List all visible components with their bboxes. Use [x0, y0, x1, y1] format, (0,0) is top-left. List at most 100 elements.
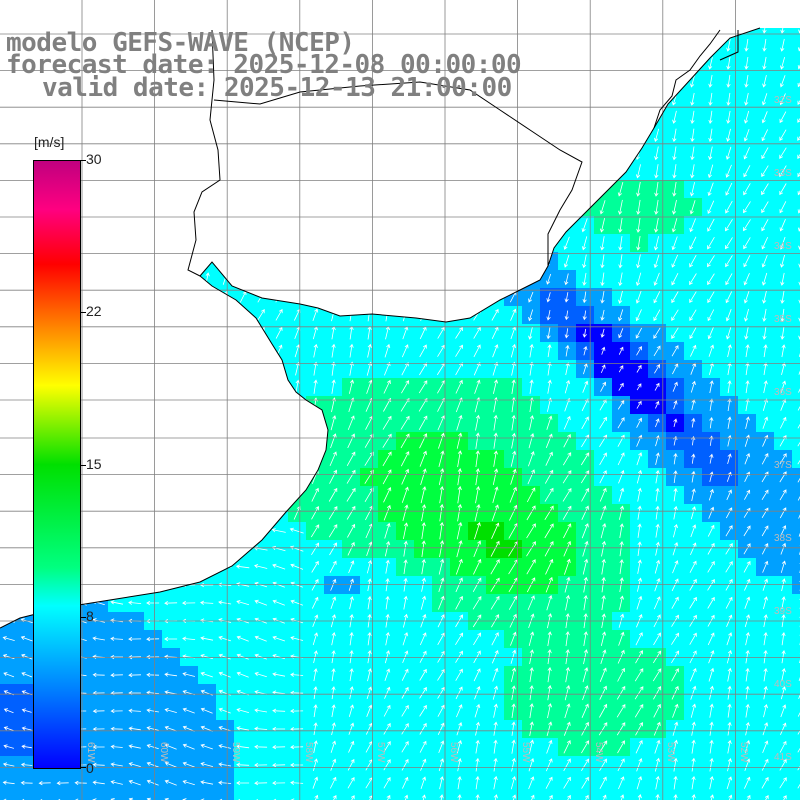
wind-arrow: [401, 362, 409, 376]
wind-arrow: [330, 596, 337, 610]
wind-arrow: [457, 485, 462, 504]
wind-arrow: [367, 631, 372, 646]
wind-arrow: [618, 382, 624, 391]
wind-arrow: [367, 668, 372, 682]
wind-arrow: [366, 541, 373, 557]
wind-arrow: [349, 379, 355, 394]
wind-arrow: [510, 308, 517, 321]
wind-arrow: [725, 182, 733, 196]
wind-arrow: [618, 290, 623, 304]
wind-arrow: [385, 578, 390, 592]
wind-arrow: [707, 327, 714, 340]
wind-arrow: [529, 703, 534, 719]
wind-speed-cell: [288, 792, 306, 800]
wind-arrow: [492, 361, 499, 376]
wind-arrow: [331, 632, 336, 646]
wind-arrow: [383, 504, 391, 521]
colorbar-tick-label: 8: [86, 608, 94, 624]
wind-arrow: [745, 362, 750, 376]
wind-arrow: [689, 578, 697, 591]
wind-arrow: [564, 703, 571, 719]
wind-arrow: [383, 704, 391, 717]
wind-speed-cell: [792, 324, 800, 342]
wind-arrow: [727, 721, 732, 736]
wind-arrow: [564, 310, 569, 321]
wind-arrow: [3, 672, 15, 678]
wind-arrow: [329, 451, 337, 467]
lat-label: 39S: [774, 606, 792, 617]
wind-arrow: [709, 757, 714, 772]
wind-arrow: [689, 309, 697, 321]
wind-arrow: [328, 506, 338, 520]
wind-arrow: [383, 794, 391, 800]
wind-speed-cell: [360, 792, 378, 800]
wind-arrow: [421, 522, 426, 540]
wind-arrow: [689, 596, 697, 609]
wind-arrow: [762, 308, 767, 322]
wind-arrow: [580, 470, 590, 484]
wind-arrow: [673, 452, 678, 465]
wind-arrow: [313, 379, 318, 394]
wind-arrow: [672, 181, 677, 197]
wind-arrow: [182, 743, 195, 750]
wind-arrow: [797, 741, 800, 753]
wind-arrow: [672, 199, 677, 215]
colorbar-tick-label: 22: [86, 303, 102, 319]
wind-arrow: [618, 794, 625, 800]
wind-arrow: [689, 273, 697, 286]
wind-arrow: [654, 757, 661, 772]
wind-arrow: [382, 451, 392, 467]
wind-arrow: [455, 595, 463, 610]
wind-arrow: [617, 758, 625, 772]
wind-arrow: [456, 432, 463, 449]
wind-arrow: [437, 415, 445, 431]
wind-arrow: [564, 379, 571, 394]
wind-arrow: [763, 344, 768, 358]
wind-arrow: [763, 667, 768, 682]
wind-arrow: [779, 507, 787, 519]
wind-arrow: [401, 668, 409, 681]
wind-arrow: [473, 326, 481, 339]
wind-arrow: [346, 487, 356, 502]
wind-arrow: [563, 540, 572, 557]
wind-arrow: [2, 636, 15, 641]
wind-arrow: [313, 740, 318, 754]
wind-arrow: [420, 595, 427, 610]
wind-arrow: [529, 379, 534, 394]
wind-arrow: [654, 146, 659, 161]
wind-arrow: [347, 523, 356, 538]
model-title: modelo GEFS-WAVE (NCEP): [6, 28, 355, 58]
wind-arrow: [599, 416, 607, 429]
wind-arrow: [419, 704, 427, 717]
wind-arrow: [365, 722, 373, 735]
wind-speed-cell: [774, 792, 792, 800]
wind-arrow: [290, 798, 304, 800]
wind-arrow: [366, 559, 373, 574]
wind-arrow: [526, 505, 536, 521]
wind-arrow: [493, 739, 498, 754]
lon-label: 52W: [738, 742, 749, 763]
wind-arrow: [328, 487, 338, 502]
wind-arrow: [313, 361, 318, 376]
wind-arrow: [618, 469, 625, 484]
wind-arrow: [418, 415, 428, 430]
wind-arrow: [421, 504, 427, 522]
wind-arrow: [419, 632, 427, 646]
wind-arrow: [218, 780, 232, 785]
wind-arrow: [146, 761, 159, 768]
wind-arrow: [600, 272, 605, 287]
lagoa-mirim-border: [653, 29, 739, 129]
wind-arrow: [529, 361, 534, 376]
wind-speed-cell: [558, 792, 576, 800]
lat-label: 41S: [774, 752, 792, 763]
wind-arrow: [547, 703, 553, 719]
wind-arrow: [725, 146, 732, 160]
wind-arrow: [690, 524, 697, 538]
wind-arrow: [349, 361, 354, 376]
wind-arrow: [492, 468, 499, 485]
wind-arrow: [563, 758, 571, 772]
wind-arrow: [200, 636, 214, 641]
wind-arrow: [781, 668, 786, 682]
wind-arrow: [781, 650, 786, 664]
